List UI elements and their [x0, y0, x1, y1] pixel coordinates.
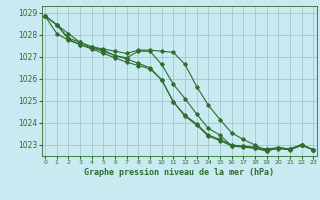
X-axis label: Graphe pression niveau de la mer (hPa): Graphe pression niveau de la mer (hPa): [84, 168, 274, 177]
